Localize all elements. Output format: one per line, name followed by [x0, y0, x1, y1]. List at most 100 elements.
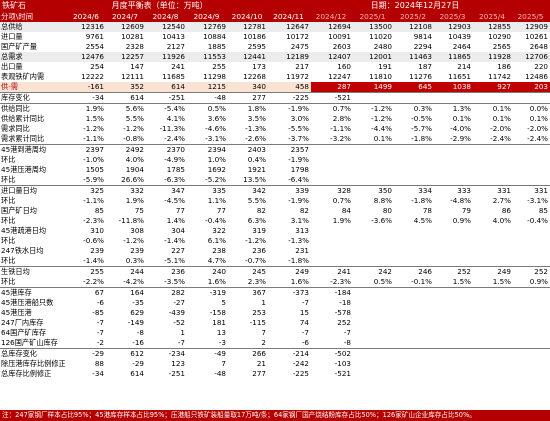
row-label: 环比	[1, 175, 16, 184]
cell-value	[394, 246, 434, 256]
cell-value: 2394	[187, 144, 228, 155]
cell-value: 75	[134, 206, 144, 215]
cell-value	[434, 256, 473, 267]
cell-value: -3	[218, 338, 226, 347]
cell-value	[434, 175, 473, 186]
cell-value: 4.0%	[125, 155, 144, 164]
cell-value	[513, 175, 550, 186]
row-label: 总供给	[0, 22, 68, 32]
cell-value	[434, 338, 473, 349]
cell-value	[394, 226, 434, 236]
table-row: 45港压港周均 1505 1904 1785 1692 1921 1798	[0, 165, 550, 175]
cell-value: -6.3%	[164, 175, 185, 184]
cell-value: 13500	[353, 22, 394, 32]
cell-value: 85	[538, 206, 548, 215]
cell-value: 77	[216, 206, 226, 215]
cell-value	[353, 308, 394, 318]
cell-value: 74	[299, 318, 309, 327]
table-row: 总库存比例修正 -34 614 -251 -48 277 -225 -521	[0, 369, 550, 379]
cell-value: 12257	[106, 52, 146, 62]
cell-value: -4.2%	[123, 277, 144, 286]
cell-value: -1.9%	[268, 103, 311, 114]
cell-value	[434, 287, 473, 298]
cell-value	[473, 298, 513, 308]
cell-value: -242	[292, 359, 309, 368]
cell-value: 1885	[207, 42, 226, 51]
row-label: 环比	[1, 277, 16, 286]
cell-value: 0.1%	[529, 114, 548, 123]
row-label: 64国产矿库存	[1, 328, 47, 337]
table-row: 64国产矿库存 -7 -8 1 13 7 -7 -7	[0, 328, 550, 338]
cell-value	[434, 236, 473, 246]
table-row: 环比 -2.3% -11.8% 1.4% -0.4% 6.3% 3.1% 1.9% -3.6% 4…	[0, 216, 550, 226]
table-row: 45港到港周均 2397 2492 2370 2394 2403 2357	[0, 144, 550, 155]
table-row: 环比 -1.0% 4.0% -4.9% 1.0% 0.4% -1.9%	[0, 155, 550, 165]
cell-value	[394, 369, 434, 379]
row-label: 总库存变化	[0, 348, 68, 359]
cell-value: 1785	[166, 165, 185, 174]
table-row: 45港压港 -85 629 -439 -158 253 15 -578	[0, 308, 550, 318]
cell-value: -8	[343, 338, 351, 347]
cell-value: -234	[146, 348, 187, 359]
cell-value: 1.3%	[434, 103, 473, 114]
cell-value: 88	[94, 359, 104, 368]
cell-value	[513, 155, 550, 165]
cell-value	[394, 92, 434, 104]
cell-value: 12441	[228, 52, 268, 62]
cell-value: -52	[173, 318, 185, 327]
cell-value: 12108	[394, 22, 434, 32]
cell-value	[434, 348, 473, 359]
cell-value	[513, 359, 550, 369]
cell-value	[473, 308, 513, 318]
cell-value	[513, 298, 550, 308]
month-header: 2024/9	[187, 11, 228, 22]
month-header: 2024/12	[311, 11, 353, 22]
cell-value: 0.3%	[125, 256, 144, 265]
cell-value	[394, 318, 434, 328]
cell-value: 614	[146, 82, 187, 93]
cell-value: 239	[130, 246, 144, 255]
cell-value	[394, 348, 434, 359]
cell-value: -0.8%	[123, 134, 144, 143]
cell-value: -5.4%	[146, 103, 187, 114]
cell-value: 77	[175, 206, 185, 215]
cell-value: 612	[106, 348, 146, 359]
cell-value: 10884	[203, 32, 226, 41]
cell-value: -161	[68, 82, 106, 93]
cell-value: 252	[434, 266, 473, 277]
cell-value: 244	[106, 266, 146, 277]
cell-value: 82	[299, 206, 309, 215]
cell-value: 1904	[125, 165, 144, 174]
cell-value: 217	[295, 62, 309, 71]
cell-value: 236	[252, 246, 266, 255]
cell-value: 3.6%	[207, 114, 226, 123]
cell-value: 304	[171, 226, 185, 235]
cell-value: 12694	[311, 22, 353, 32]
cell-value: -1.4%	[164, 236, 185, 245]
cell-value: 12855	[473, 22, 513, 32]
cell-value: 191	[378, 62, 392, 71]
cell-value	[353, 175, 394, 186]
cell-value: 2475	[290, 42, 309, 51]
cell-value: 11928	[473, 52, 513, 62]
cell-value	[353, 298, 394, 308]
cell-value: 0.1%	[492, 114, 511, 123]
cell-value: -5.5%	[288, 124, 309, 133]
cell-value	[513, 369, 550, 379]
cell-value: -29	[68, 348, 106, 359]
table-row: 表观铁矿内需 12222 12111 11685 11298 12268 11972 1224…	[0, 72, 550, 82]
cell-value: 160	[337, 62, 351, 71]
cell-value	[473, 318, 513, 328]
cell-value: 9814	[413, 32, 432, 41]
cell-value	[513, 256, 550, 267]
cell-value: 1.1%	[207, 196, 226, 205]
row-label: 国产矿产量	[1, 42, 37, 51]
table-row: 需求同比 -1.2% -1.2% -11.3% -4.6% -1.3% -5.5% -1.1%…	[0, 124, 550, 134]
cell-value: -184	[311, 287, 353, 298]
cell-value	[353, 328, 394, 338]
cell-value: 331	[513, 185, 550, 196]
row-label: 环比	[1, 236, 16, 245]
cell-value: 7	[261, 328, 266, 337]
cell-value: 12486	[525, 72, 548, 81]
corner-label: 分项\时间	[0, 11, 68, 22]
